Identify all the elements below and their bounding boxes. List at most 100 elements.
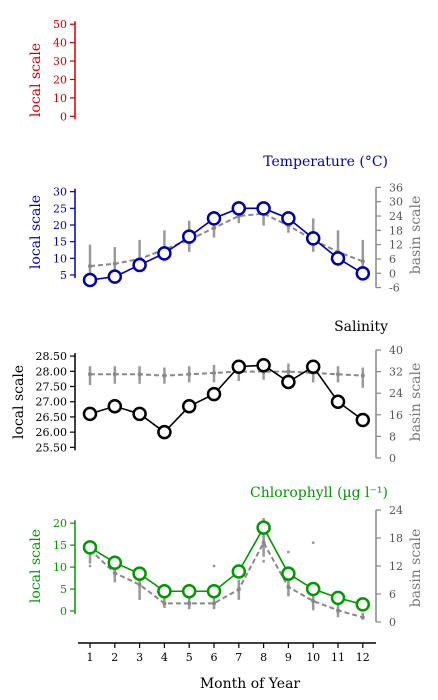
local-point: [107, 269, 123, 284]
right-tick-label: 6: [389, 253, 396, 266]
right-tick-label: 0: [389, 616, 396, 629]
panel4-left-ylabel: local scale: [28, 529, 44, 603]
basin-mean-point: [137, 582, 142, 587]
basin-mean-point: [88, 372, 92, 377]
basin-scatter-point: [262, 559, 265, 563]
right-tick-label: 36: [389, 181, 403, 194]
local-point: [305, 359, 321, 374]
panel-top-red: local scale 0 10 20 30 40 50: [28, 18, 76, 123]
basin-mean-point: [311, 599, 316, 603]
local-point: [107, 399, 123, 414]
panel4-basin-series: [88, 533, 365, 620]
panel3-left-ylabel: local scale: [11, 365, 27, 439]
local-point: [330, 251, 346, 266]
local-point: [231, 201, 247, 216]
left-tick-label: 50: [53, 18, 67, 31]
right-tick-label: 12: [389, 239, 403, 252]
left-tick-label: 20: [53, 517, 67, 530]
panel-temperature: Temperature (°C) local scale basin scale…: [28, 154, 424, 295]
panel2-left-ylabel: local scale: [28, 195, 44, 269]
panel3-right-ylabel: basin scale: [408, 363, 424, 442]
basin-mean-point: [112, 261, 117, 266]
local-point: [181, 399, 197, 414]
x-tick-label: 8: [260, 651, 267, 664]
panel-chlorophyll: Chlorophyll (µg l⁻¹) local scale basin s…: [28, 485, 424, 629]
local-point: [256, 520, 271, 535]
left-tick-label: 26.50: [36, 411, 68, 424]
panel4-left-axis: 0 5 10 15 20: [53, 517, 76, 618]
right-tick-label: 24: [389, 387, 403, 400]
local-point: [82, 272, 98, 288]
left-tick-label: 20: [53, 219, 67, 232]
basin-mean-point: [286, 585, 291, 589]
basin-mean-point: [162, 601, 167, 606]
left-tick-label: 15: [53, 236, 67, 249]
panel3-right-axis: 0 8 16 24 32 40: [375, 344, 403, 465]
basin-mean-point: [236, 587, 241, 592]
panel2-right-ylabel: basin scale: [408, 196, 424, 275]
panel4-right-axis: 0 6 12 18 24: [375, 504, 403, 629]
x-axis-label: Month of Year: [200, 676, 301, 692]
basin-mean-point: [212, 225, 216, 230]
basin-mean-point: [162, 373, 167, 378]
basin-mean-line: [90, 370, 363, 377]
local-point: [157, 246, 172, 261]
local-point: [281, 566, 296, 581]
left-tick-label: 10: [53, 561, 67, 574]
left-tick-label: 0: [60, 110, 67, 123]
left-tick-label: 27.00: [36, 396, 68, 409]
x-tick-label: 4: [161, 651, 168, 664]
x-tick-label: 9: [285, 651, 292, 664]
left-tick-label: 40: [53, 37, 67, 50]
local-point: [281, 211, 296, 226]
right-tick-label: -6: [389, 282, 400, 295]
local-point: [206, 211, 222, 226]
local-point: [206, 386, 222, 402]
basin-mean-point: [88, 264, 92, 269]
panel2-title: Temperature (°C): [263, 154, 388, 170]
basin-scatter-point: [311, 541, 315, 545]
local-point: [132, 406, 147, 422]
left-tick-label: 28.50: [36, 350, 68, 363]
basin-mean-point: [286, 369, 291, 374]
right-tick-label: 30: [389, 196, 403, 209]
left-tick-label: 5: [60, 583, 67, 596]
left-tick-label: 30: [53, 55, 67, 68]
basin-scatter-point: [212, 564, 216, 568]
local-point: [305, 231, 321, 246]
left-tick-label: 10: [53, 92, 67, 105]
panel1-left-ylabel: local scale: [28, 43, 44, 117]
right-tick-label: 18: [389, 532, 403, 545]
local-point: [355, 412, 371, 428]
right-tick-label: 40: [389, 344, 403, 357]
basin-scatter-point: [287, 550, 290, 554]
local-point: [281, 374, 296, 390]
local-point: [132, 566, 147, 581]
basin-mean-line: [89, 212, 364, 268]
local-point: [157, 584, 172, 599]
basin-mean-point: [336, 608, 340, 613]
basin-mean-point: [112, 372, 117, 377]
x-tick-label: 1: [87, 651, 94, 664]
x-tick-label: 5: [186, 651, 193, 664]
basin-mean-point: [187, 372, 192, 377]
panel3-basin-series: [88, 363, 365, 388]
panel1-left-axis: 0 10 20 30 40 50: [53, 18, 76, 123]
basin-scatter-point: [262, 517, 265, 521]
right-tick-label: 16: [389, 409, 403, 422]
panel4-local-series: [82, 520, 371, 612]
basin-mean-point: [137, 372, 142, 377]
right-tick-label: 12: [389, 560, 403, 573]
basin-scatter-point: [88, 564, 92, 568]
panel2-local-series: [82, 201, 371, 288]
left-tick-label: 5: [60, 269, 67, 282]
local-point: [82, 540, 98, 555]
x-tick-label: 7: [235, 651, 242, 664]
local-line: [89, 525, 364, 606]
left-tick-label: 25: [53, 202, 67, 215]
left-tick-label: 10: [53, 252, 67, 265]
panel3-title: Salinity: [334, 319, 388, 335]
basin-mean-point: [360, 615, 365, 620]
